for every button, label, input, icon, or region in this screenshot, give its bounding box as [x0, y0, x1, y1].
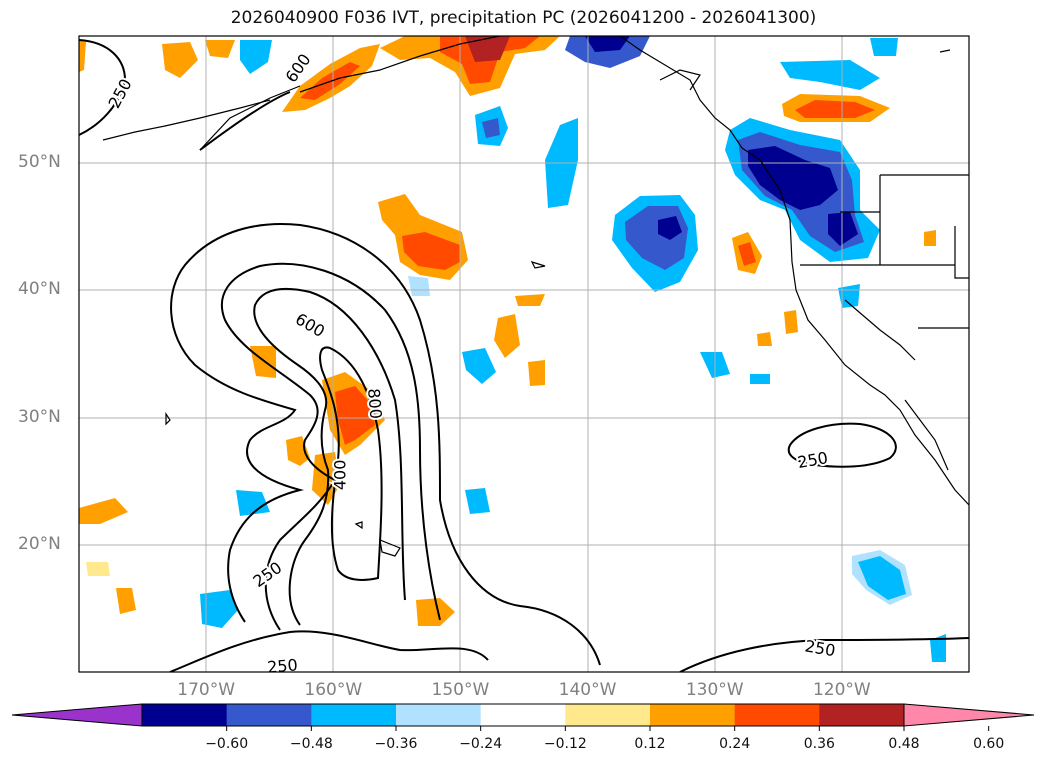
- precip-positive-blob: [494, 314, 520, 358]
- precip-positive-blob: [757, 332, 772, 346]
- colorbar-segment: [142, 704, 228, 726]
- map-frame: [78, 35, 970, 673]
- precip-positive-blob: [465, 36, 510, 62]
- precip-negative-blob: [200, 590, 238, 628]
- colorbar-segment: [734, 704, 820, 726]
- colorbar-frame: [141, 703, 905, 727]
- grid-lines: [79, 36, 969, 672]
- precip-positive-blob: [528, 360, 545, 386]
- coastlines: [102, 36, 969, 557]
- precip-positive-blob: [162, 42, 198, 78]
- precip-negative-blob: [858, 556, 906, 600]
- ivt-contour-250: [199, 91, 291, 151]
- precip-negative-blob: [828, 212, 858, 246]
- colorbar-segment: [480, 704, 566, 726]
- precip-positive-blob: [402, 232, 460, 270]
- precip-negative-blob: [565, 36, 650, 68]
- precip-positive-blob: [79, 498, 128, 524]
- precip-negative-blob: [482, 118, 500, 138]
- precip-positive-blob: [924, 230, 936, 246]
- colorbar-tick-label: 0.60: [973, 736, 1005, 752]
- longitude-label: 150°W: [431, 680, 490, 700]
- precip-negative-blob: [408, 276, 430, 296]
- precip-shading: [79, 36, 946, 662]
- colorbar-segment: [311, 704, 397, 726]
- precip-positive-blob: [205, 40, 235, 58]
- ivt-contour-250: [169, 630, 489, 672]
- precip-positive-blob: [795, 100, 875, 118]
- colorbar-tick-label: −0.60: [205, 736, 249, 752]
- longitude-label: 160°W: [304, 680, 363, 700]
- precip-negative-blob: [780, 60, 880, 90]
- map-title: 2026040900 F036 IVT, precipitation PC (2…: [230, 8, 817, 28]
- precip-positive-blob: [86, 562, 110, 576]
- precip-negative-blob: [750, 374, 770, 384]
- precip-negative-blob: [748, 146, 838, 210]
- precip-negative-blob: [462, 348, 496, 384]
- precip-negative-blob: [236, 490, 270, 516]
- colorbar-tick-label: 0.36: [803, 736, 835, 752]
- precip-negative-blob: [930, 634, 946, 662]
- longitude-label: 120°W: [812, 680, 871, 700]
- longitude-label: 130°W: [685, 680, 744, 700]
- precip-positive-blob: [416, 598, 455, 626]
- precip-negative-blob: [838, 284, 860, 308]
- latitude-label: 40°N: [18, 279, 61, 300]
- ivt-contours: [79, 39, 969, 672]
- colorbar-segment: [819, 704, 905, 726]
- colorbar: [11, 703, 1035, 731]
- ivt-contour-250: [679, 637, 969, 672]
- colorbar-tick-label: 0.24: [719, 736, 751, 752]
- precip-negative-blob: [870, 38, 898, 56]
- precip-positive-blob: [515, 294, 545, 306]
- latitude-label: 30°N: [18, 406, 61, 427]
- latitude-label: 50°N: [18, 152, 61, 173]
- ivt-contour-600: [253, 287, 406, 626]
- precip-positive-blob: [116, 588, 136, 614]
- longitude-label: 140°W: [558, 680, 617, 700]
- precip-positive-blob: [79, 40, 86, 72]
- colorbar-segment: [650, 704, 736, 726]
- colorbar-tick-label: 0.12: [634, 736, 666, 752]
- ivt-contour-250: [170, 223, 601, 666]
- precip-negative-blob: [465, 488, 490, 514]
- ivt-contour-label: 250: [803, 636, 836, 660]
- colorbar-tick-label: −0.12: [543, 736, 587, 752]
- ivt-contour-label: 800: [364, 388, 386, 420]
- ivt-contour-250: [79, 39, 127, 136]
- colorbar-tick-label: 0.48: [888, 736, 920, 752]
- ivt-contour-250: [787, 422, 897, 468]
- ivt-contour-800: [319, 346, 383, 581]
- longitude-label: 170°W: [177, 680, 236, 700]
- precip-positive-blob: [738, 242, 756, 266]
- colorbar-segment: [396, 704, 482, 726]
- ivt-contour-label: 400: [331, 460, 350, 491]
- precip-negative-blob: [585, 36, 630, 52]
- colorbar-tick-label: −0.24: [459, 736, 503, 752]
- colorbar-tick-label: −0.36: [374, 736, 418, 752]
- colorbar-segment: [226, 704, 312, 726]
- precip-positive-blob: [335, 386, 375, 445]
- precip-positive-blob: [784, 310, 798, 334]
- precip-negative-blob: [658, 216, 682, 240]
- latitude-label: 20°N: [18, 533, 61, 554]
- colorbar-segment: [565, 704, 651, 726]
- colorbar-extend-max: [903, 703, 1035, 727]
- ivt-contour-400: [220, 262, 441, 631]
- ivt-contour-label: 250: [266, 655, 298, 677]
- colorbar-extend-min: [11, 703, 143, 727]
- colorbar-tick-label: −0.48: [289, 736, 333, 752]
- precip-negative-blob: [240, 40, 272, 74]
